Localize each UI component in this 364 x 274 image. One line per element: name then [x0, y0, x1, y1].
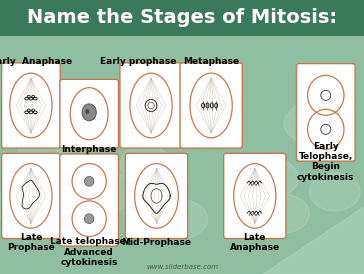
Text: Late
Anaphase: Late Anaphase [230, 233, 280, 252]
Text: Interphase: Interphase [62, 145, 117, 154]
FancyBboxPatch shape [223, 153, 286, 238]
Circle shape [0, 186, 44, 225]
FancyBboxPatch shape [0, 0, 364, 36]
Polygon shape [262, 206, 364, 274]
Circle shape [258, 195, 309, 233]
FancyBboxPatch shape [60, 154, 119, 246]
Text: Early
Telophase,
Begin
cytokinesis: Early Telophase, Begin cytokinesis [297, 142, 355, 182]
Text: Metaphase: Metaphase [183, 57, 239, 66]
FancyBboxPatch shape [120, 63, 182, 148]
Text: Late
Prophase: Late Prophase [7, 233, 55, 252]
FancyBboxPatch shape [60, 79, 119, 148]
Circle shape [18, 132, 69, 170]
FancyBboxPatch shape [2, 63, 60, 148]
FancyBboxPatch shape [297, 64, 355, 161]
Ellipse shape [84, 176, 94, 186]
Text: Early  Anaphase: Early Anaphase [0, 57, 72, 66]
Circle shape [120, 145, 171, 184]
FancyBboxPatch shape [125, 153, 188, 238]
Text: Late telophase,
Advanced
cytokinesis: Late telophase, Advanced cytokinesis [50, 237, 129, 267]
Text: Mid-Prophase: Mid-Prophase [122, 238, 191, 247]
Ellipse shape [86, 109, 89, 114]
Circle shape [309, 173, 360, 211]
Ellipse shape [84, 214, 94, 224]
FancyBboxPatch shape [180, 63, 242, 148]
Circle shape [175, 104, 226, 142]
Circle shape [157, 200, 207, 238]
Circle shape [84, 173, 135, 211]
Text: www.sliderbase.com: www.sliderbase.com [146, 264, 218, 270]
Circle shape [248, 159, 298, 197]
Text: Early prophase: Early prophase [100, 57, 177, 66]
FancyBboxPatch shape [2, 153, 60, 238]
Text: Name the Stages of Mitosis:: Name the Stages of Mitosis: [27, 8, 337, 27]
Ellipse shape [82, 104, 96, 121]
Circle shape [284, 104, 335, 142]
